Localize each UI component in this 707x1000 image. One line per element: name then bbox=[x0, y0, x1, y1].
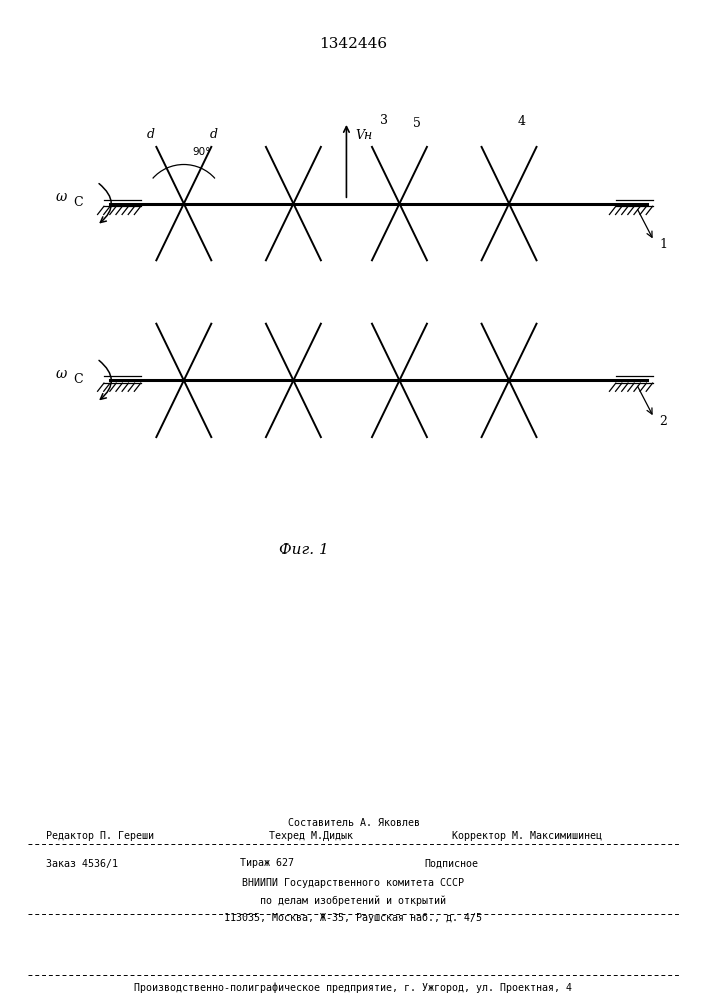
Text: 113035, Москва, Ж-35, Раушская наб., д. 4/5: 113035, Москва, Ж-35, Раушская наб., д. … bbox=[225, 913, 482, 923]
Text: Корректор М. Максимишинец: Корректор М. Максимишинец bbox=[452, 831, 602, 841]
Text: d: d bbox=[210, 128, 218, 141]
Text: Vн: Vн bbox=[355, 129, 372, 142]
Text: ω: ω bbox=[56, 190, 67, 204]
Text: C: C bbox=[73, 196, 83, 209]
Text: Фиг. 1: Фиг. 1 bbox=[279, 543, 329, 557]
Text: 2: 2 bbox=[660, 415, 667, 428]
Text: C: C bbox=[73, 373, 83, 386]
Text: 4: 4 bbox=[518, 115, 526, 128]
Text: Редактор П. Гереши: Редактор П. Гереши bbox=[46, 831, 154, 841]
Text: 1: 1 bbox=[660, 238, 667, 251]
Text: Подписное: Подписное bbox=[424, 858, 478, 868]
Text: Техред М.Дидык: Техред М.Дидык bbox=[269, 831, 353, 841]
Text: Тираж 627: Тираж 627 bbox=[240, 858, 294, 868]
Text: 90°: 90° bbox=[192, 147, 211, 157]
Text: ВНИИПИ Государственного комитета СССР: ВНИИПИ Государственного комитета СССР bbox=[243, 878, 464, 888]
Text: Заказ 4536/1: Заказ 4536/1 bbox=[46, 858, 118, 868]
Text: Производственно-полиграфическое предприятие, г. Ужгород, ул. Проектная, 4: Производственно-полиграфическое предприя… bbox=[134, 982, 573, 993]
Text: ω: ω bbox=[56, 367, 67, 381]
Text: 5: 5 bbox=[413, 117, 421, 130]
Text: 3: 3 bbox=[380, 114, 388, 127]
Text: Составитель А. Яковлев: Составитель А. Яковлев bbox=[288, 818, 419, 828]
Text: 1342446: 1342446 bbox=[320, 37, 387, 51]
Text: d: d bbox=[146, 128, 155, 141]
Text: по делам изобретений и открытий: по делам изобретений и открытий bbox=[260, 895, 447, 906]
